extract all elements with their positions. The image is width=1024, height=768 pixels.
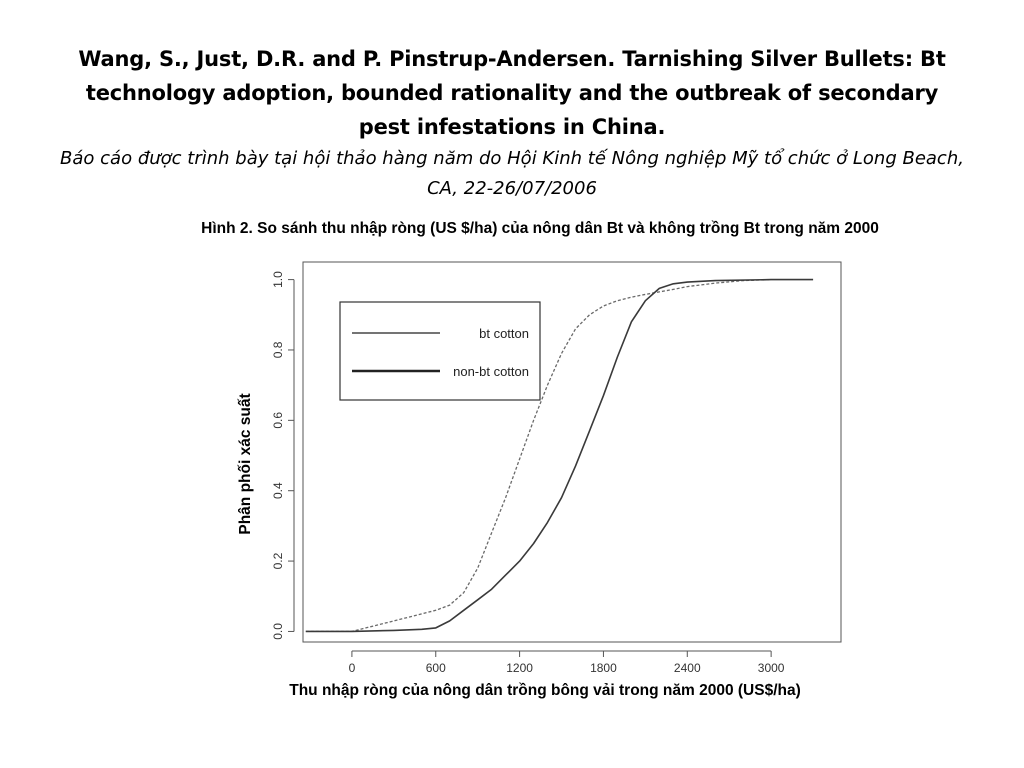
x-tick-label: 3000 (758, 661, 785, 675)
figure-caption: Hình 2. So sánh thu nhập ròng (US $/ha) … (201, 220, 879, 237)
x-axis-label: Thu nhập ròng của nông dân trồng bông vả… (289, 682, 801, 699)
x-tick-label: 1200 (506, 661, 533, 675)
citation-reference: Wang, S., Just, D.R. and P. Pinstrup-And… (78, 47, 946, 139)
y-axis: 0.0 0.2 0.4 0.6 0.8 1.0 (271, 271, 295, 640)
legend-entry-bt-cotton-label: bt cotton (479, 326, 529, 341)
legend: bt cotton non-bt cotton (339, 301, 541, 401)
legend-box (339, 301, 541, 401)
y-tick-label: 0.0 (271, 623, 285, 640)
y-tick-label: 1.0 (271, 271, 285, 288)
plot-frame (302, 261, 842, 643)
series-line-bt-cotton (305, 278, 772, 633)
x-tick-label: 600 (426, 661, 446, 675)
x-tick-label: 1800 (590, 661, 617, 675)
citation-conference-note: Báo cáo được trình bày tại hội thảo hàng… (60, 148, 964, 199)
y-tick-label: 0.4 (271, 482, 285, 499)
series-layer (305, 278, 814, 633)
y-tick-label: 0.8 (271, 341, 285, 358)
legend-entry-non-bt-cotton-label: non-bt cotton (453, 364, 529, 379)
y-tick-label: 0.6 (271, 412, 285, 429)
x-tick-label: 2400 (674, 661, 701, 675)
series-line-non-bt-cotton (305, 278, 814, 633)
y-axis-label: Phân phối xác suất (237, 393, 254, 535)
y-tick-label: 0.2 (271, 552, 285, 569)
x-axis: 0 600 1200 1800 2400 3000 (349, 650, 785, 675)
citation-block: Wang, S., Just, D.R. and P. Pinstrup-And… (60, 42, 964, 204)
x-tick-label: 0 (349, 661, 356, 675)
